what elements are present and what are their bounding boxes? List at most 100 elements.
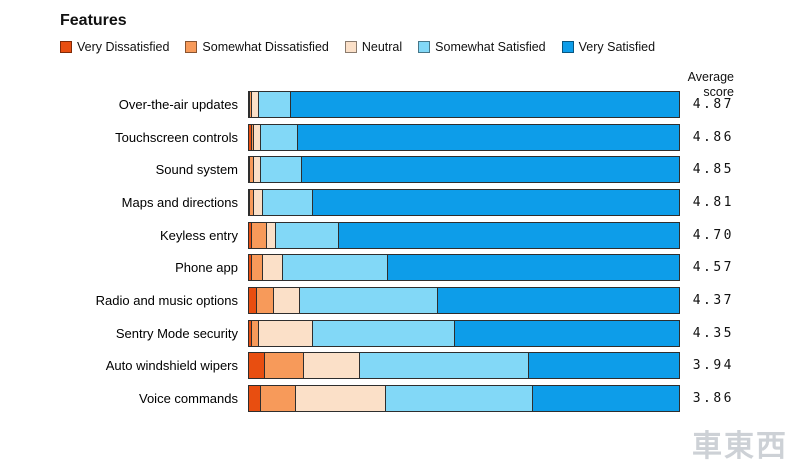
stacked-bar [248,90,680,118]
row-label: Over-the-air updates [118,96,238,112]
bar-segment-somewhat-satisfied [260,123,298,151]
bar-segment-neutral [254,188,264,216]
stacked-bar [248,123,680,151]
legend-label: Neutral [361,40,403,54]
bar-segment-very-dissatisfied [248,90,251,118]
stacked-bar [248,385,680,413]
average-score-header: Average score [688,70,734,100]
rows: Over-the-air updates 4.87 Touchscreen cont… [0,88,800,415]
legend-label: Very Satisfied [578,40,656,54]
bar-segment-very-dissatisfied [248,221,253,249]
page-title: Features [60,12,127,29]
chart-row: Touchscreen controls 4.86 [0,121,800,154]
row-score: 4.86 [692,129,734,145]
bar-segment-very-dissatisfied [248,352,266,380]
watermark: 車東西 [692,429,788,464]
legend-label: Very Dissatisfied [77,40,170,54]
bar-segment-very-satisfied [312,188,680,216]
stacked-bar [248,319,680,347]
legend-label: Somewhat Satisfied [435,40,546,54]
chart-row: Radio and music options 4.37 [0,284,800,317]
legend-item-somewhat-satisfied: Somewhat Satisfied [418,40,546,54]
row-score: 4.35 [692,325,734,341]
bar-segment-very-satisfied [388,254,680,282]
bar-segment-very-dissatisfied [248,385,261,413]
bar-segment-very-satisfied [338,221,680,249]
bar-segment-very-dissatisfied [248,123,253,151]
bar-segment-neutral [263,254,283,282]
bar-segment-somewhat-dissatisfied [250,188,255,216]
bar-segment-somewhat-satisfied [260,156,302,184]
legend-item-neutral: Neutral [344,40,403,54]
bar-segment-somewhat-satisfied [263,188,313,216]
chart-row: Auto windshield wipers 3.94 [0,350,800,383]
legend-label: Somewhat Dissatisfied [202,40,329,54]
bar-segment-very-satisfied [455,319,680,347]
row-score: 3.86 [692,391,734,407]
bar-segment-neutral [258,319,313,347]
bar-segment-somewhat-dissatisfied [252,123,255,151]
average-score-header-line2: score [703,85,734,99]
row-label: Maps and directions [121,194,238,210]
bar-segment-somewhat-dissatisfied [260,385,296,413]
row-score: 4.57 [692,260,734,276]
bar-segment-very-dissatisfied [248,156,251,184]
bar-segment-somewhat-dissatisfied [250,90,253,118]
bar-segment-neutral [304,352,361,380]
bar-segment-very-satisfied [301,156,680,184]
bar-segment-neutral [267,221,277,249]
bar-segment-somewhat-dissatisfied [252,319,259,347]
bar-segment-neutral [254,156,261,184]
row-label: Radio and music options [95,292,238,308]
chart-row: Maps and directions 4.81 [0,186,800,219]
bar-segment-somewhat-satisfied [276,221,339,249]
row-label: Phone app [175,260,238,276]
legend-item-very-dissatisfied: Very Dissatisfied [60,40,169,54]
bar-segment-very-satisfied [297,123,680,151]
bar-segment-neutral [254,123,261,151]
row-label: Sound system [155,162,238,178]
bar-segment-neutral [295,385,387,413]
row-score: 4.37 [692,292,734,308]
row-score: 3.94 [692,358,734,374]
bar-segment-somewhat-satisfied [360,352,529,380]
chart-row: Over-the-air updates 4.87 [0,88,800,121]
bar-segment-somewhat-satisfied [258,90,292,118]
bar-segment-very-dissatisfied [248,188,251,216]
bar-segment-somewhat-satisfied [299,286,439,314]
stacked-bar [248,188,680,216]
bar-segment-neutral [252,90,259,118]
chart-row: Voice commands 3.86 [0,382,800,415]
bar-segment-somewhat-satisfied [312,319,456,347]
chart-row: Keyless entry 4.70 [0,219,800,252]
row-score: 4.85 [692,162,734,178]
bar-segment-somewhat-dissatisfied [250,156,255,184]
row-label: Keyless entry [159,227,238,243]
bar-segment-very-dissatisfied [248,319,253,347]
bar-segment-very-satisfied [533,385,680,413]
row-score: 4.70 [692,227,734,243]
legend: Very Dissatisfied Somewhat Dissatisfied Ne… [60,40,800,54]
bar-segment-very-satisfied [291,90,680,118]
stacked-bar [248,156,680,184]
bar-segment-somewhat-dissatisfied [265,352,305,380]
row-label: Touchscreen controls [115,129,238,145]
stacked-bar [248,352,680,380]
bar-segment-very-dissatisfied [248,286,257,314]
row-label: Auto windshield wipers [105,358,238,374]
row-score: 4.87 [692,96,734,112]
bar-segment-somewhat-satisfied [282,254,389,282]
bar-segment-somewhat-dissatisfied [256,286,274,314]
legend-swatch-very-satisfied [561,41,574,53]
row-score: 4.81 [692,194,734,210]
bar-segment-very-dissatisfied [248,254,253,282]
bar-segment-neutral [273,286,300,314]
stacked-bar [248,221,680,249]
stacked-bar [248,254,680,282]
bar-segment-somewhat-dissatisfied [252,221,268,249]
row-label: Voice commands [139,391,238,407]
stacked-bar [248,286,680,314]
legend-item-somewhat-dissatisfied: Somewhat Dissatisfied [185,40,329,54]
legend-swatch-neutral [344,41,357,53]
bar-segment-somewhat-satisfied [386,385,534,413]
